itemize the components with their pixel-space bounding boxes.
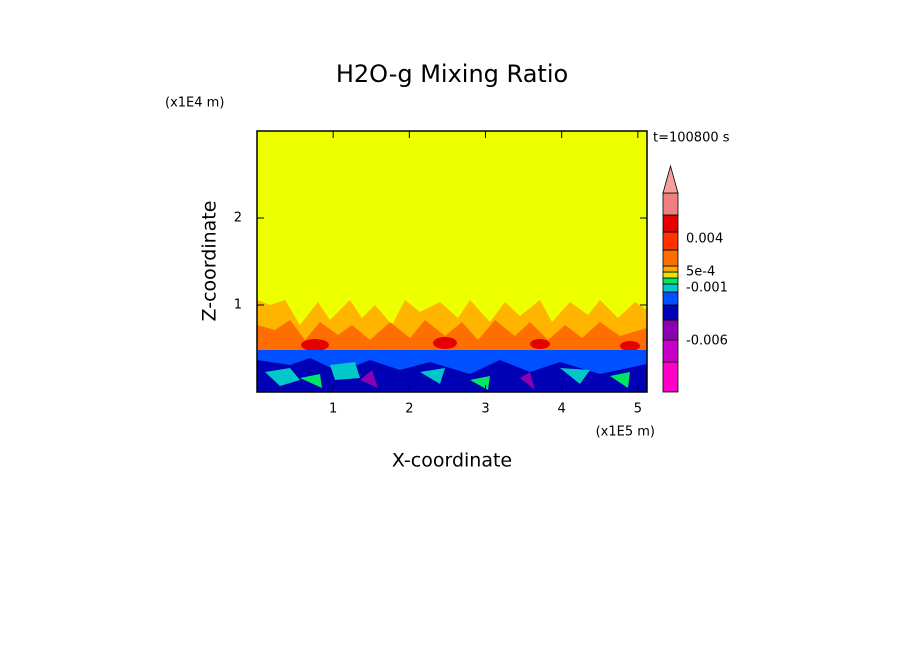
y-axis-label: Z-coordinate [199,201,221,322]
colorbar-segment [662,319,679,341]
colorbar-label: 0.004 [686,232,723,247]
plot-frame [256,130,648,393]
colorbar-segment [662,192,679,216]
colorbar-segment [662,277,679,285]
colorbar-segment [662,291,679,306]
colorbar-segment [662,249,679,267]
chart-title: H2O-g Mixing Ratio [336,60,568,88]
colorbar-label: 5e-4 [686,265,715,280]
x-tick-label: 4 [558,402,566,417]
colorbar-segment [662,304,679,321]
colorbar-segment [662,231,679,251]
x-tick-label: 3 [481,402,489,417]
colorbar-label: -0.006 [686,334,728,349]
colorbar-segment [662,214,679,233]
colorbar-segment [662,339,679,363]
colorbar-segment [662,271,679,279]
x-axis-label: X-coordinate [392,450,512,472]
x-tick-label: 2 [405,402,413,417]
y-unit: (x1E4 m) [165,96,224,111]
colorbar-label: -0.001 [686,281,728,296]
time-label: t=100800 s [653,131,730,146]
colorbar-extend [662,164,679,194]
y-tick-label: 2 [234,211,242,226]
colorbar-segment [662,283,679,293]
x-tick-label: 1 [329,402,337,417]
colorbar-segment [662,265,679,273]
x-unit: (x1E5 m) [596,425,655,440]
colorbar-segment [662,361,679,393]
contour-field [257,131,647,392]
y-tick-label: 1 [234,298,242,313]
x-tick-label: 5 [634,402,642,417]
